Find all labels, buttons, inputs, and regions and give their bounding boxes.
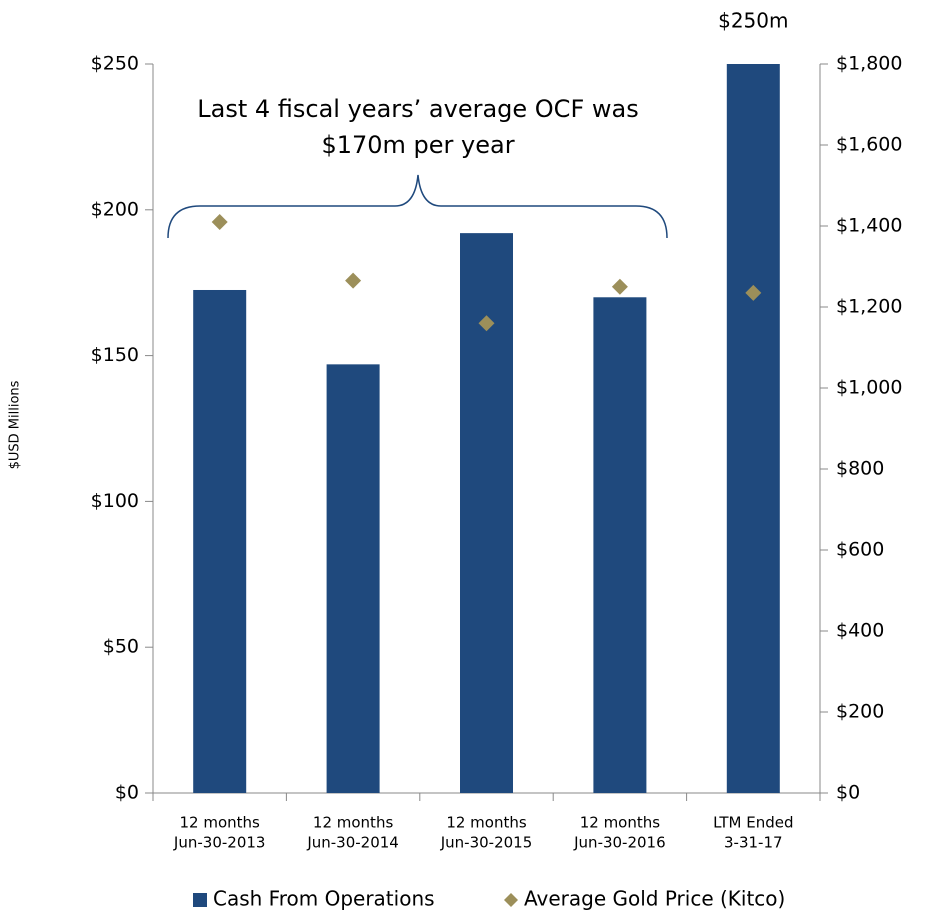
y2-tick-label: $0 [836,782,860,804]
y-tick-label: $50 [103,636,139,658]
y-tick-label: $200 [91,198,139,220]
bar [593,297,647,793]
y2-tick-label: $1,400 [836,215,902,237]
x-tick-label: 12 months [580,814,661,832]
y-tick-label: $0 [115,782,139,804]
y2-tick-label: $1,000 [836,377,902,399]
marker [478,315,495,332]
bar [193,289,247,793]
annotation: $170m per year [321,131,514,159]
bar [326,364,380,793]
y2-tick-label: $400 [836,620,884,642]
annotation: Last 4 fiscal years’ average OCF was [197,95,638,123]
data-label: $250m [718,9,788,33]
y2-tick-label: $1,600 [836,134,902,156]
y2-tick-label: $200 [836,701,884,723]
brace [167,174,668,239]
y-tick-label: $100 [91,490,139,512]
legend-swatch [193,893,207,907]
y-tick-label: $250 [91,53,139,75]
y2-tick-label: $600 [836,539,884,561]
x-tick-label: 12 months [313,814,394,832]
y-tick-label: $150 [91,344,139,366]
x-tick-label: LTM Ended [713,814,793,832]
marker [211,213,228,230]
x-tick-label: 12 months [180,814,261,832]
y-axis-label: $USD Millions [8,380,23,469]
x-tick-label: 3-31-17 [724,834,783,852]
marker [745,284,762,301]
bar [726,64,780,793]
marker [345,272,362,289]
legend-label: Average Gold Price (Kitco) [524,887,785,911]
x-tick-label: Jun-30-2016 [573,834,666,852]
y2-tick-label: $1,200 [836,296,902,318]
x-tick-label: Jun-30-2013 [173,834,266,852]
y2-tick-label: $800 [836,458,884,480]
x-tick-label: 12 months [446,814,527,832]
marker [611,278,628,295]
y2-tick-label: $1,800 [836,53,902,75]
legend-swatch [504,893,518,907]
x-tick-label: Jun-30-2015 [440,834,533,852]
legend-label: Cash From Operations [213,887,435,911]
x-tick-label: Jun-30-2014 [306,834,399,852]
